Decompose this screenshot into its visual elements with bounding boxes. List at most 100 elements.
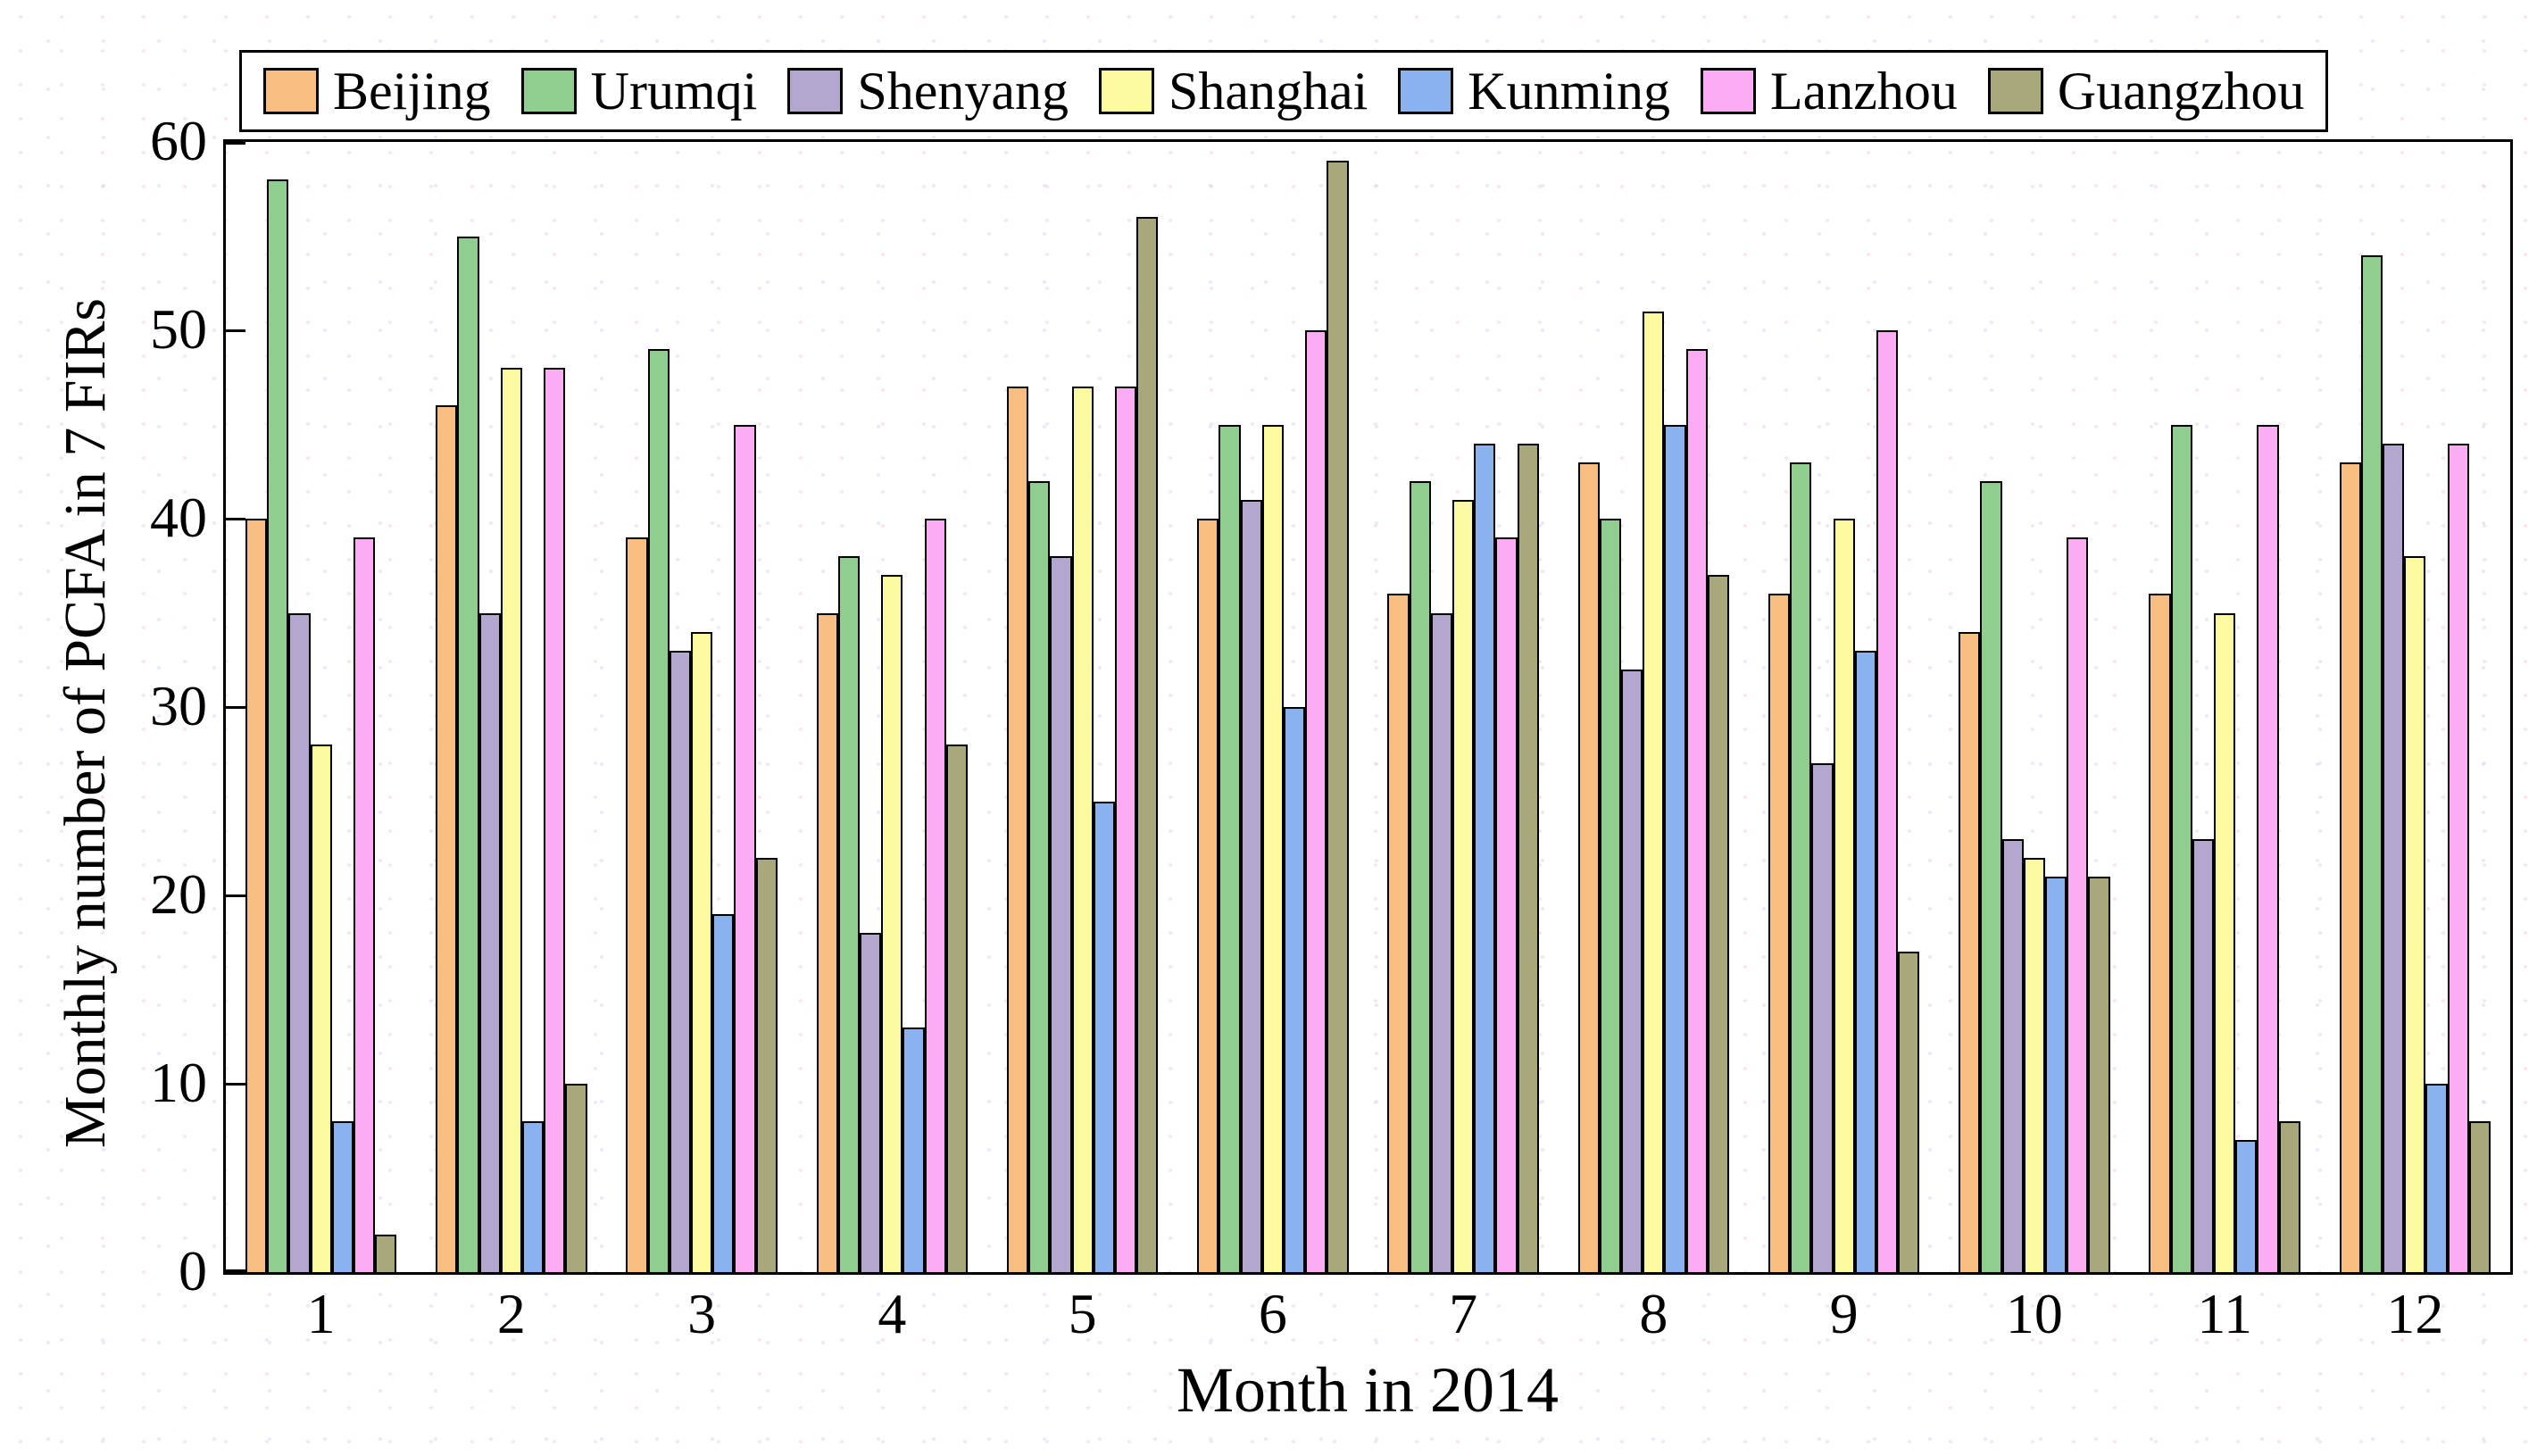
bar-guangzhou-month-2: [565, 1084, 587, 1272]
legend-swatch: [1700, 68, 1756, 114]
bar-beijing-month-12: [2339, 462, 2361, 1272]
plot-area: [223, 139, 2513, 1275]
bar-urumqi-month-9: [1790, 462, 1812, 1272]
bar-shanghai-month-4: [881, 575, 903, 1272]
x-axis-title: Month in 2014: [1176, 1354, 1560, 1426]
y-tick-mark: [226, 329, 245, 332]
x-tick-label: 12: [2386, 1282, 2444, 1345]
bar-lanzhou-month-5: [1114, 387, 1137, 1272]
legend-swatch: [1098, 68, 1154, 114]
bar-kunming-month-12: [2425, 1084, 2448, 1272]
bar-shanghai-month-12: [2404, 556, 2426, 1272]
bar-kunming-month-1: [331, 1121, 354, 1272]
bar-shenyang-month-1: [288, 612, 311, 1272]
bar-beijing-month-10: [1959, 631, 1981, 1272]
bar-lanzhou-month-3: [734, 424, 756, 1272]
x-tick-label: 5: [1068, 1282, 1097, 1345]
bar-kunming-month-2: [521, 1121, 545, 1272]
bar-kunming-month-11: [2235, 1140, 2258, 1272]
bar-beijing-month-11: [2149, 594, 2171, 1272]
bar-urumqi-month-10: [1980, 480, 2002, 1272]
bar-urumqi-month-1: [267, 179, 289, 1272]
y-tick-label: 20: [150, 862, 207, 926]
bar-kunming-month-5: [1093, 801, 1115, 1272]
y-tick-mark: [226, 517, 245, 520]
bar-lanzhou-month-6: [1305, 330, 1327, 1272]
y-tick-mark: [226, 1269, 245, 1272]
x-tick-label: 1: [306, 1282, 336, 1345]
bar-kunming-month-4: [903, 1027, 925, 1272]
legend-label: Beijing: [333, 62, 491, 121]
legend-item-beijing: Beijing: [263, 64, 491, 118]
bar-shanghai-month-9: [1833, 519, 1855, 1272]
bar-guangzhou-month-4: [945, 745, 969, 1272]
bar-beijing-month-1: [245, 519, 268, 1272]
legend-label: Urumqi: [590, 62, 758, 121]
bar-shanghai-month-1: [310, 745, 332, 1272]
x-tick-label: 9: [1829, 1282, 1859, 1345]
x-tick-label: 6: [1258, 1282, 1287, 1345]
bar-shanghai-month-11: [2214, 612, 2236, 1272]
y-tick-label: 0: [179, 1239, 207, 1302]
bar-guangzhou-month-3: [755, 857, 778, 1272]
bar-kunming-month-8: [1664, 424, 1686, 1272]
bar-beijing-month-2: [436, 405, 458, 1272]
bar-guangzhou-month-10: [2088, 876, 2110, 1272]
bar-shenyang-month-11: [2192, 838, 2214, 1272]
bar-guangzhou-month-6: [1327, 161, 1349, 1272]
bar-beijing-month-6: [1197, 519, 1219, 1272]
bar-lanzhou-month-2: [544, 368, 566, 1272]
legend-item-kunming: Kunming: [1398, 64, 1670, 118]
x-tick-label: 2: [496, 1282, 526, 1345]
bar-guangzhou-month-1: [375, 1234, 397, 1272]
bar-kunming-month-10: [2044, 876, 2067, 1272]
bar-shanghai-month-2: [500, 368, 522, 1272]
bar-kunming-month-6: [1283, 707, 1306, 1272]
bar-guangzhou-month-12: [2468, 1121, 2491, 1272]
x-tick-label: 10: [2005, 1282, 2063, 1345]
y-axis-tick-labels: 0 10 20 30 40 50 60: [0, 112, 207, 1300]
bar-urumqi-month-6: [1219, 424, 1241, 1272]
bar-urumqi-month-3: [647, 349, 670, 1272]
bar-urumqi-month-4: [837, 556, 861, 1272]
bar-beijing-month-7: [1387, 594, 1410, 1272]
y-tick-mark: [226, 705, 245, 709]
bar-guangzhou-month-8: [1707, 575, 1730, 1272]
legend-label: Kunming: [1468, 62, 1670, 121]
legend-label: Guangzhou: [2057, 62, 2305, 121]
bar-shenyang-month-5: [1050, 556, 1072, 1272]
bar-beijing-month-8: [1577, 462, 1600, 1272]
bar-kunming-month-7: [1474, 443, 1496, 1272]
bar-beijing-month-9: [1768, 594, 1791, 1272]
x-tick-label: 3: [687, 1282, 717, 1345]
bar-urumqi-month-5: [1028, 480, 1051, 1272]
y-tick-label: 10: [150, 1051, 207, 1114]
bar-beijing-month-4: [816, 612, 838, 1272]
bar-shenyang-month-7: [1430, 612, 1452, 1272]
y-tick-label: 60: [150, 109, 207, 172]
bar-shenyang-month-12: [2383, 443, 2405, 1272]
legend-label: Shenyang: [857, 62, 1069, 121]
y-tick-mark: [226, 894, 245, 897]
bar-shenyang-month-8: [1621, 669, 1643, 1272]
bar-lanzhou-month-11: [2257, 424, 2279, 1272]
bar-lanzhou-month-10: [2067, 537, 2089, 1272]
bar-shanghai-month-8: [1643, 311, 1665, 1272]
legend-item-lanzhou: Lanzhou: [1700, 64, 1958, 118]
bar-shenyang-month-2: [478, 612, 501, 1272]
legend-item-urumqi: Urumqi: [520, 62, 758, 121]
bar-shenyang-month-9: [1811, 763, 1834, 1272]
legend: Beijing Urumqi Shenyang Shanghai Kunming Lanz…: [239, 50, 2329, 132]
y-tick-label: 30: [150, 674, 207, 737]
bar-shenyang-month-4: [860, 933, 882, 1272]
bar-shanghai-month-7: [1452, 499, 1475, 1272]
bar-guangzhou-month-5: [1136, 217, 1159, 1272]
bar-guangzhou-month-7: [1517, 443, 1539, 1272]
legend-swatch: [520, 68, 577, 114]
y-tick-label: 40: [150, 486, 207, 549]
bar-beijing-month-3: [626, 537, 648, 1272]
legend-item-shenyang: Shenyang: [787, 64, 1069, 118]
bar-beijing-month-5: [1006, 387, 1029, 1272]
bar-shanghai-month-3: [691, 631, 713, 1272]
bar-lanzhou-month-12: [2447, 443, 2469, 1272]
